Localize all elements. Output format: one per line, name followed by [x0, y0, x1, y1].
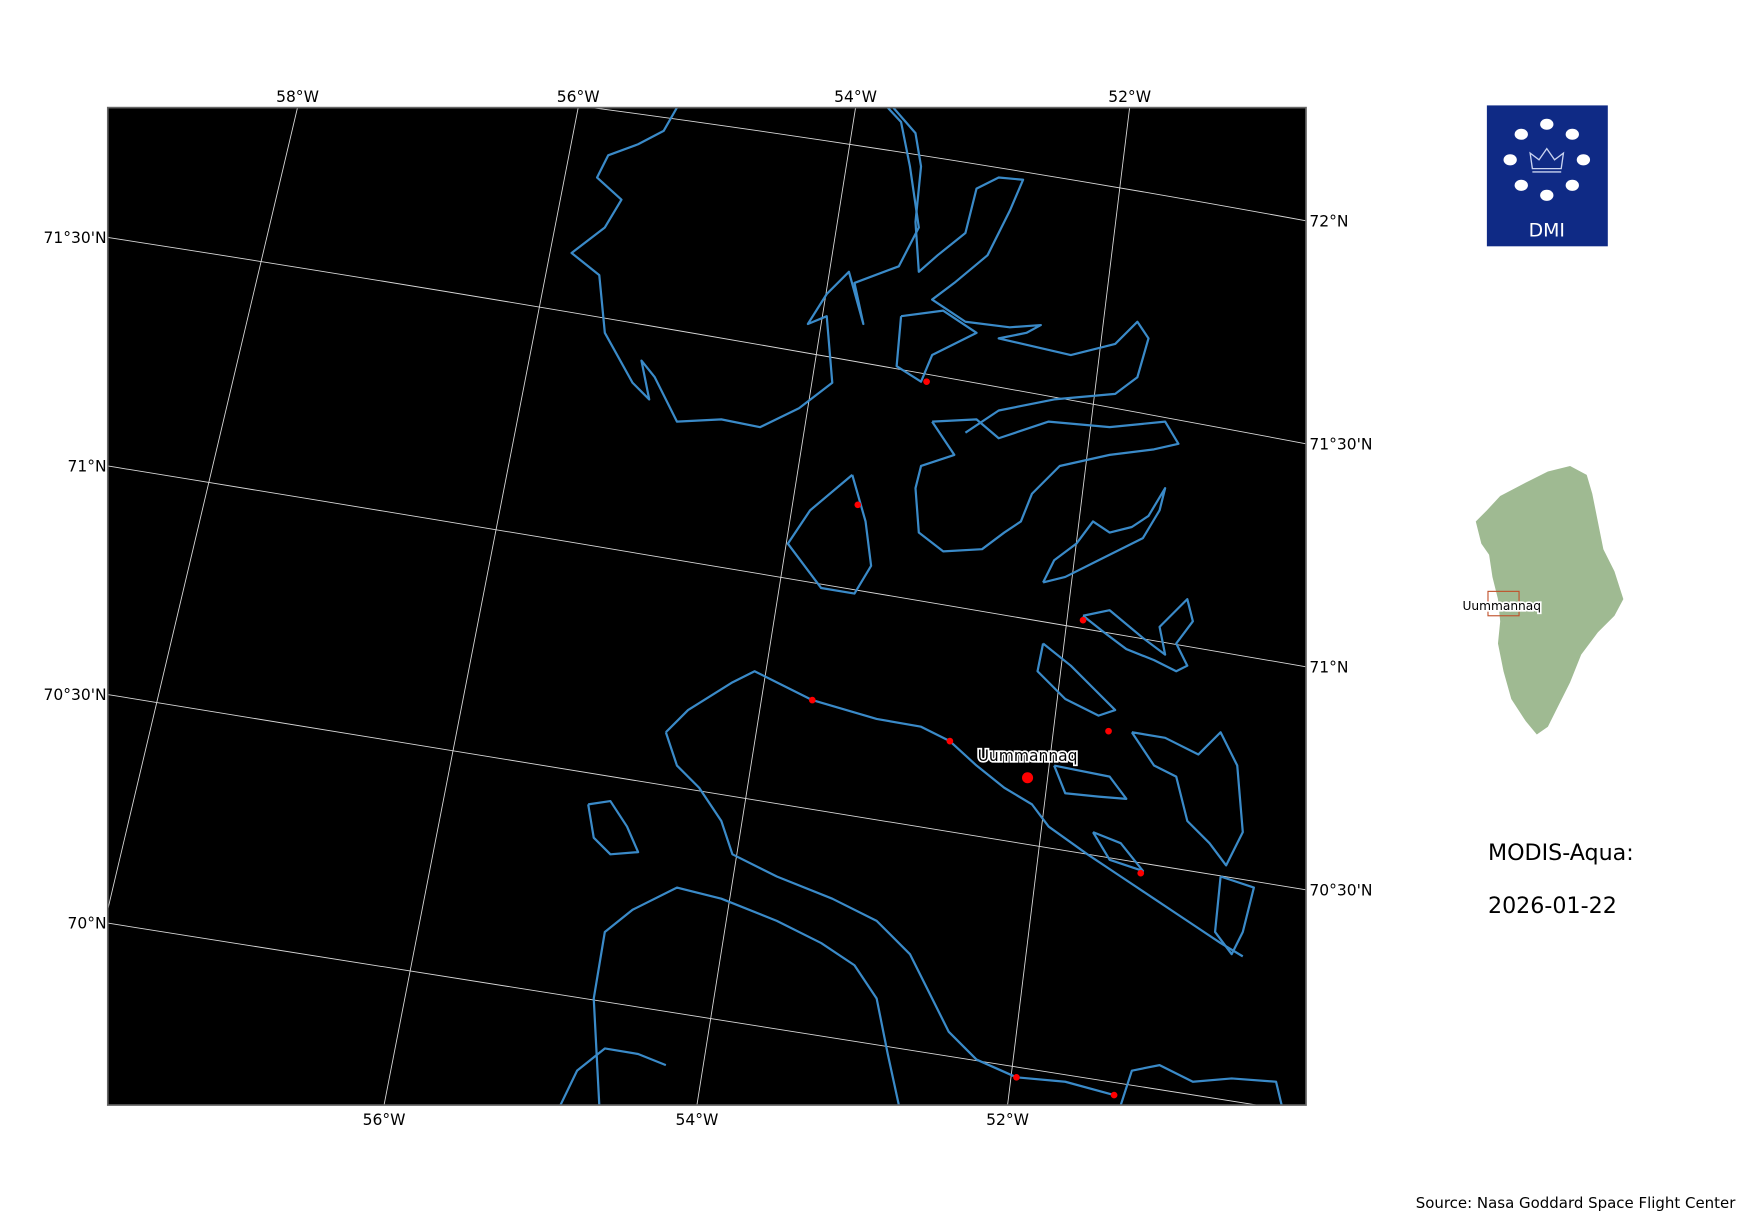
map-frame: [106, 106, 1307, 1106]
coast-ubekendt-island: [786, 474, 873, 595]
coast-small-island: [587, 799, 640, 856]
map-background: [107, 107, 1307, 1106]
coast-southeast-islands: [1053, 731, 1255, 956]
logo-dots-icon: [1503, 118, 1591, 201]
region-box: [1487, 590, 1520, 617]
inset-region-label: Uummannaq: [1462, 599, 1541, 613]
lat-label: 71°N: [68, 458, 107, 476]
sensor-label: MODIS-Aqua:: [1488, 840, 1634, 866]
graticule: [107, 107, 1307, 1106]
town-marker: [1013, 1073, 1020, 1081]
meridian-58w: [107, 107, 298, 912]
meridian-56w: [383, 107, 579, 1106]
lon-label: 54°W: [834, 88, 877, 106]
lat-label: 72°N: [1309, 212, 1348, 230]
source-credit: Source: Nasa Goddard Space Flight Center: [1416, 1194, 1737, 1212]
place-label-uummannaq: Uummannaq: [978, 747, 1078, 765]
greenland-inset: Uummannaq: [1461, 465, 1624, 735]
greenland-shape: [1475, 465, 1624, 735]
dmi-logo: DMI: [1486, 105, 1608, 247]
top-lon-labels: 58°W 56°W 54°W 52°W: [276, 88, 1151, 106]
lat-label: 70°N: [68, 915, 107, 933]
lon-label: 52°W: [986, 1111, 1029, 1129]
right-lat-labels: 72°N 71°30'N 71°N 70°30'N: [1309, 212, 1372, 899]
parallel-70n: [107, 922, 1260, 1106]
coast-fjord-north: [892, 107, 1150, 434]
coastlines: [559, 107, 1283, 1106]
lon-label: 54°W: [675, 1111, 718, 1129]
main-map[interactable]: Uummannaq: [87, 94, 1307, 1113]
town-marker: [923, 378, 930, 385]
coast-svartenhuk: [570, 107, 920, 429]
coast-north-east-islands: [1082, 598, 1194, 673]
coast-fjord-inner: [895, 309, 978, 383]
left-lat-labels: 71°30'N 71°N 70°30'N 70°N: [44, 229, 107, 933]
lon-label: 52°W: [1108, 88, 1151, 106]
coast-disko-north: [559, 886, 900, 1106]
coast-south-edge: [1119, 1064, 1283, 1106]
parallel-71-30n: [107, 236, 1307, 445]
crown-icon: [1529, 147, 1565, 173]
town-marker: [1137, 869, 1145, 877]
lat-label: 71°N: [1309, 658, 1348, 676]
coast-central-islands: [1036, 642, 1117, 717]
lat-label: 70°30'N: [1309, 881, 1372, 899]
town-marker: [1079, 616, 1087, 624]
coast-east-peninsula: [1042, 487, 1167, 584]
lon-label: 56°W: [557, 88, 600, 106]
lon-label: 56°W: [363, 1111, 406, 1129]
meridian-52w: [1007, 107, 1131, 1106]
date-label: 2026-01-22: [1488, 893, 1617, 919]
town-marker: [1105, 727, 1112, 735]
meridian-54w: [696, 107, 857, 1106]
coast-nuussuaq-north: [665, 670, 1244, 958]
parallel-72n: [588, 107, 1307, 222]
town-marker: [854, 501, 862, 509]
lat-label: 71°30'N: [1309, 435, 1372, 453]
town-marker: [808, 696, 816, 704]
lat-label: 71°30'N: [44, 229, 107, 247]
parallel-71n: [107, 465, 1307, 668]
lon-label: 58°W: [276, 88, 319, 106]
bottom-lon-labels: 56°W 54°W 52°W: [363, 1111, 1029, 1129]
town-marker: [946, 737, 954, 745]
town-markers: [808, 378, 1145, 1099]
town-marker: [1110, 1091, 1118, 1099]
coast-nuussuaq-south: [664, 731, 1115, 1097]
uummannaq-marker: [1022, 772, 1034, 784]
coast-central-land: [914, 418, 1180, 553]
logo-text: DMI: [1529, 219, 1565, 241]
lat-label: 70°30'N: [44, 686, 107, 704]
